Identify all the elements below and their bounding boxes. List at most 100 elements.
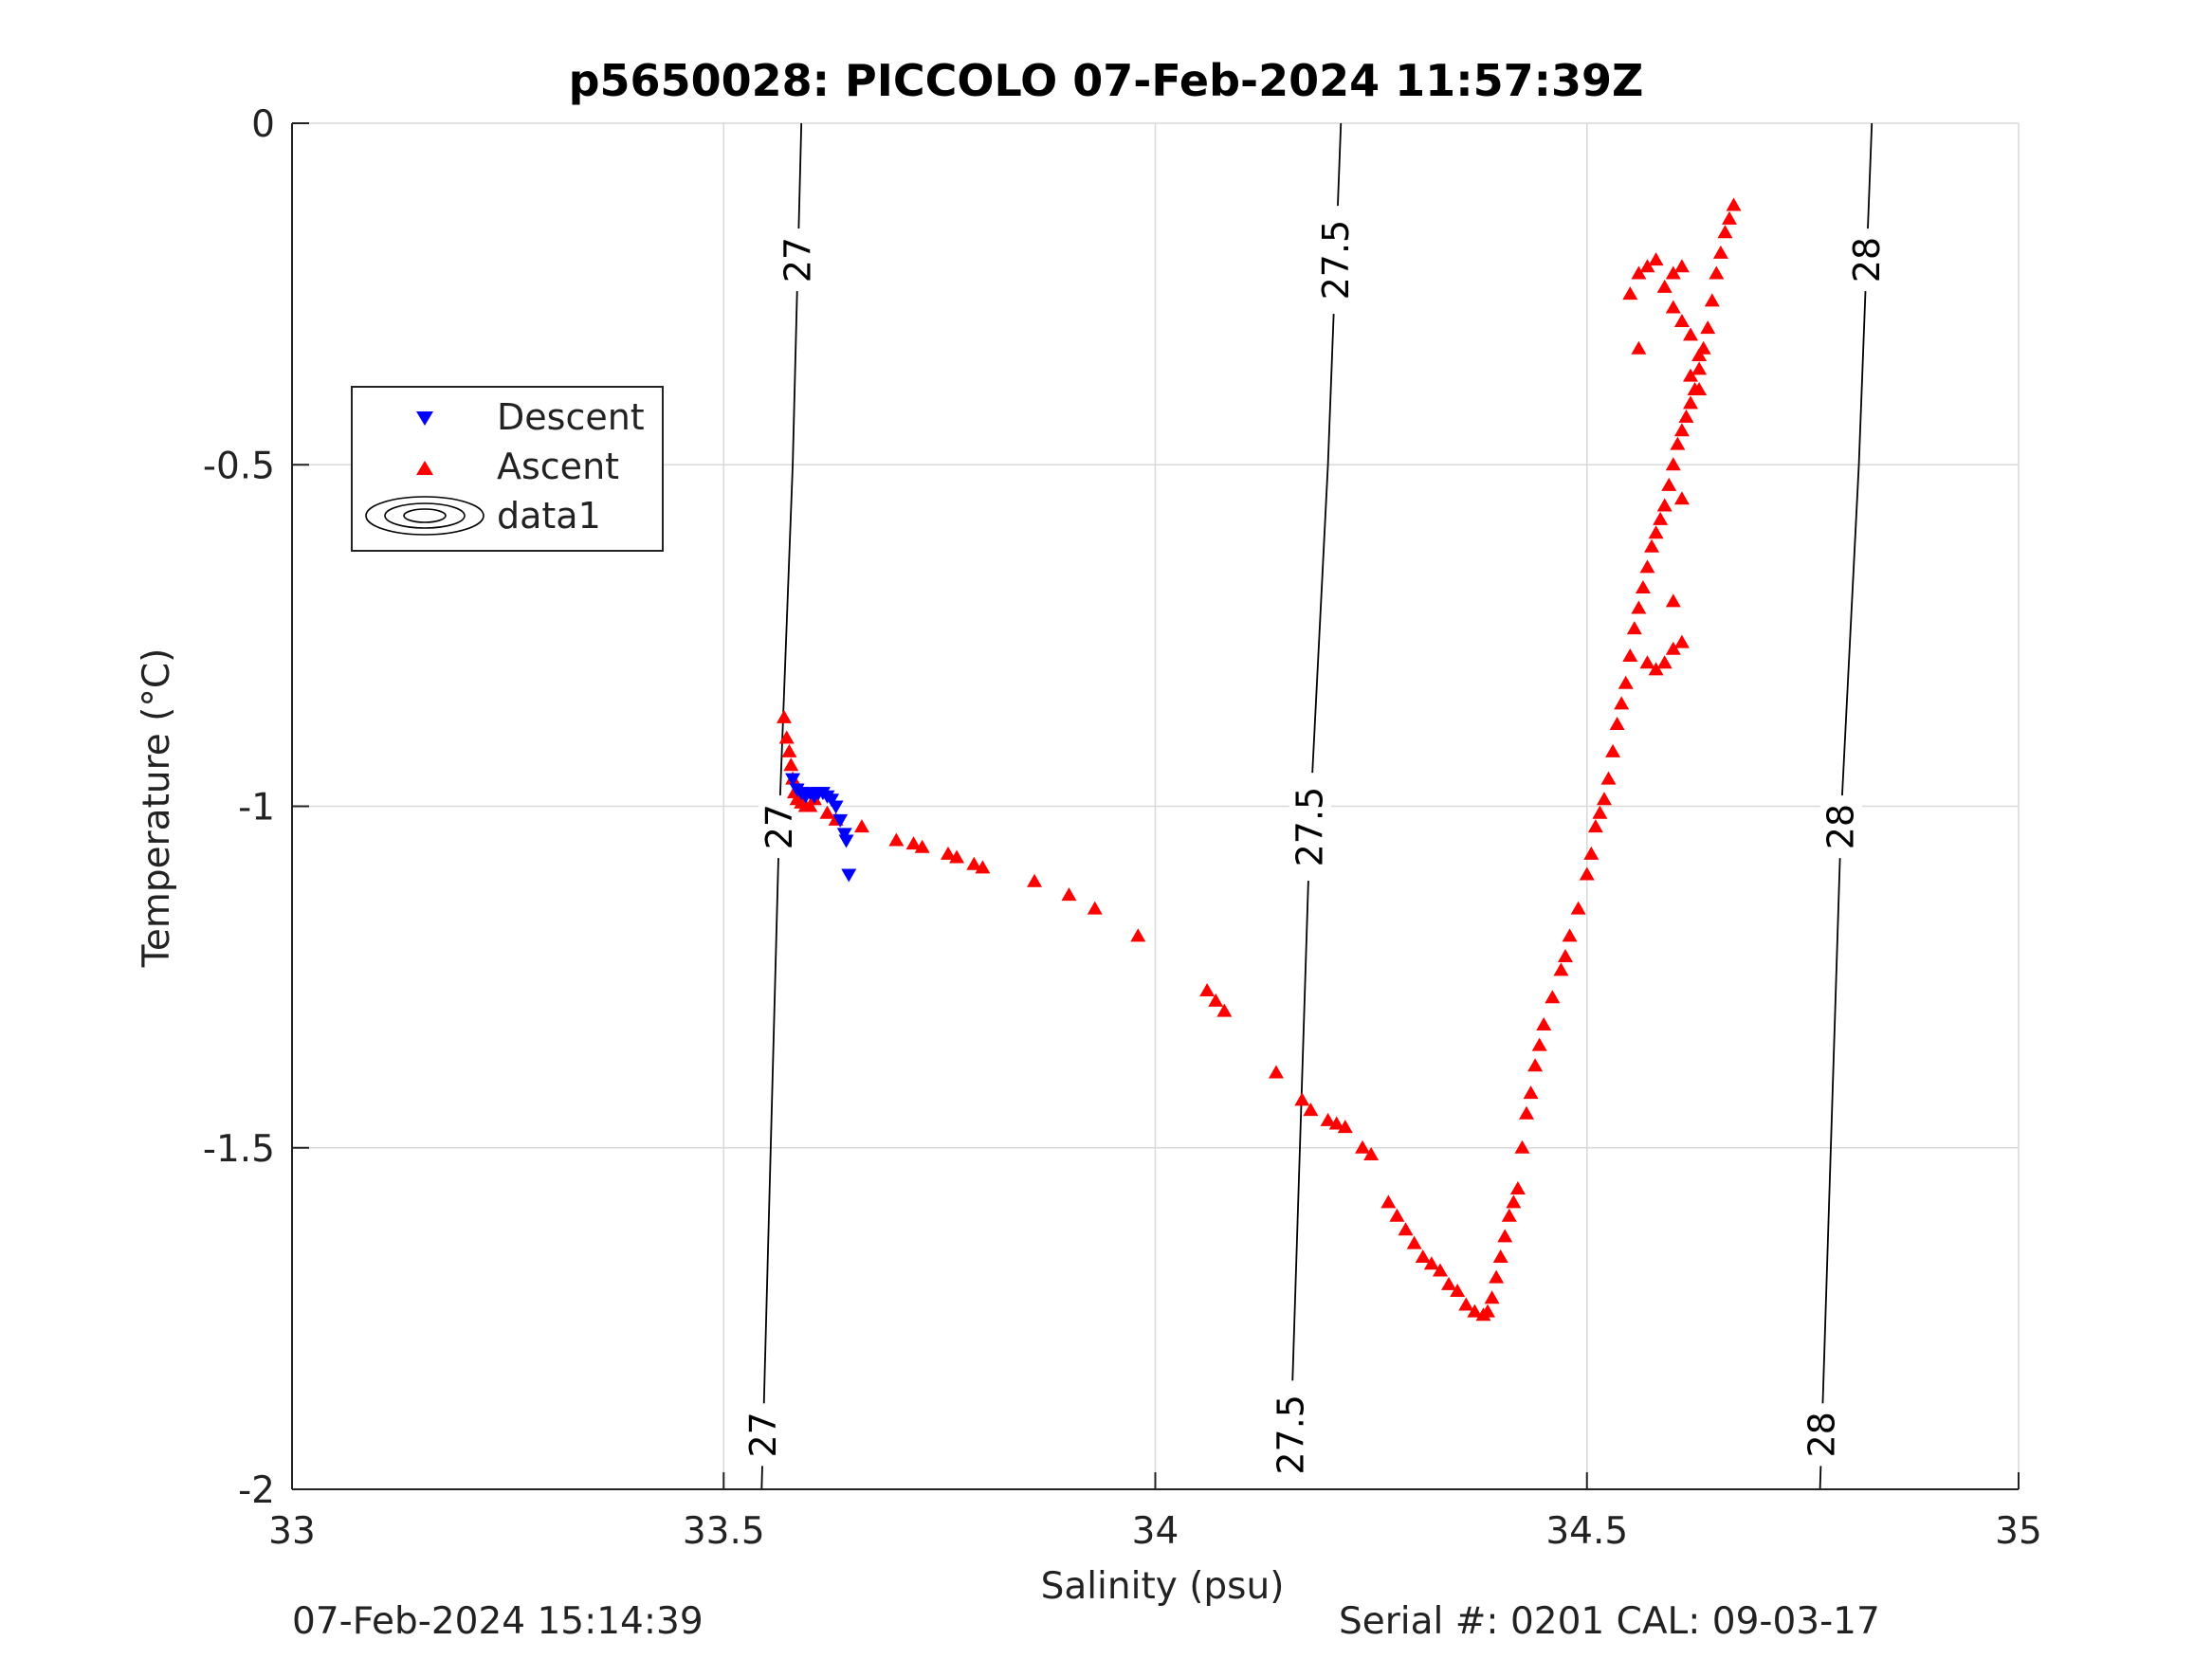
x-tick-label: 35	[1995, 1510, 2042, 1553]
contour-label-bg	[1845, 228, 1888, 292]
ascent-point	[1639, 559, 1655, 574]
descent-point	[832, 813, 849, 828]
ascent-point	[1320, 1112, 1336, 1126]
legend-data1-label: data1	[497, 495, 601, 537]
ascent-point	[1027, 873, 1043, 887]
ascent-point	[1673, 491, 1690, 505]
y-tick-label: -0.5	[203, 445, 275, 487]
contour-label: 28	[1820, 804, 1862, 849]
contour-label: 27.5	[1289, 787, 1331, 867]
ascent-point	[802, 798, 818, 812]
ascent-point	[1406, 1235, 1422, 1249]
x-axis-label: Salinity (psu)	[1041, 1565, 1285, 1608]
ascent-point	[1691, 361, 1708, 375]
legend-contour-icon	[365, 496, 484, 536]
ascent-point	[975, 860, 991, 874]
ascent-point	[940, 846, 956, 860]
ascent-point	[1673, 259, 1690, 273]
ascent-point	[1423, 1256, 1439, 1270]
x-tick-labels: 33 33.5 34 34.5 35	[268, 1510, 2042, 1553]
ascent-point	[1622, 647, 1638, 662]
ascent-point	[1509, 1180, 1526, 1194]
ascent-point	[1587, 819, 1603, 833]
ascent-point	[781, 743, 797, 757]
ascent-series	[776, 197, 1742, 1322]
contour-label-bg	[1270, 1380, 1312, 1489]
footer-serial-cal: Serial #: 0201 CAL: 09-03-17	[1339, 1600, 1880, 1643]
ascent-point	[1639, 259, 1655, 273]
ascent-point	[1609, 717, 1625, 731]
ascent-point	[1673, 423, 1690, 437]
ascent-point	[1398, 1222, 1414, 1236]
contour-label-bg	[1289, 773, 1331, 882]
ascent-point	[1557, 949, 1573, 963]
ascent-point	[1484, 1290, 1500, 1304]
ascent-point	[1656, 498, 1673, 512]
ascent-point	[905, 836, 922, 850]
ascent-point	[776, 709, 792, 723]
ascent-point	[1592, 805, 1608, 819]
ascent-point	[1635, 579, 1651, 593]
ascent-point	[1631, 600, 1647, 614]
ascent-point	[1268, 1065, 1284, 1079]
ascent-point	[1691, 347, 1708, 361]
ascent-point	[1717, 225, 1733, 239]
ascent-point	[1691, 381, 1708, 395]
ascent-point	[1441, 1276, 1457, 1290]
ascent-point	[1553, 962, 1569, 976]
ascent-point	[1700, 320, 1716, 335]
ascent-point	[1626, 621, 1642, 635]
ascent-point	[1492, 1249, 1508, 1264]
contour-label: 28	[1801, 1412, 1842, 1457]
contour-line	[760, 123, 803, 1489]
ascent-point	[1665, 641, 1681, 655]
ascent-point	[1527, 1058, 1544, 1072]
ascent-point	[1562, 928, 1578, 942]
y-tick-label: -1	[238, 787, 275, 830]
ascent-point	[1415, 1249, 1431, 1264]
ascent-point	[1665, 300, 1681, 314]
ascent-point	[1497, 1229, 1513, 1243]
ascent-point	[1328, 1116, 1344, 1130]
legend-descent-label: Descent	[497, 396, 645, 438]
ascent-point	[1665, 265, 1681, 280]
legend-box	[351, 386, 664, 552]
descent-point	[824, 793, 840, 808]
ascent-point	[1678, 409, 1694, 423]
ascent-point	[1709, 265, 1725, 280]
ascent-point	[1665, 593, 1681, 608]
ascent-point	[1648, 252, 1664, 266]
ascent-point	[819, 805, 835, 819]
ascent-point	[1489, 1269, 1505, 1284]
ascent-point	[783, 757, 799, 772]
grid	[291, 122, 2020, 1490]
ascent-point	[778, 730, 795, 744]
legend-descent-marker	[416, 411, 433, 426]
descent-series	[785, 773, 857, 883]
ascent-point	[1519, 1105, 1535, 1120]
contour-label-bg	[758, 795, 800, 859]
ascent-point	[966, 856, 982, 870]
ascent-point	[1506, 1194, 1522, 1209]
ascent-point	[1216, 1003, 1233, 1017]
ascent-point	[1631, 340, 1647, 355]
contour-label-bg	[777, 228, 819, 292]
ascent-point	[1579, 866, 1595, 881]
ascent-point	[1480, 1304, 1496, 1318]
x-tick-label: 33.5	[683, 1510, 765, 1553]
ascent-point	[1337, 1120, 1353, 1134]
ascent-point	[1501, 1208, 1517, 1222]
ascent-point	[1665, 457, 1681, 471]
x-tick-label: 34.5	[1545, 1510, 1628, 1553]
x-tick-label: 33	[268, 1510, 316, 1553]
axes	[291, 122, 2020, 1490]
ascent-point	[1545, 990, 1561, 1004]
descent-point	[838, 834, 854, 848]
ascent-point	[1656, 655, 1673, 669]
ascent-point	[1600, 771, 1617, 785]
ascent-point	[1570, 901, 1586, 915]
contour-label: 27	[777, 237, 819, 283]
ascent-point	[1712, 245, 1728, 259]
ascent-point	[1303, 1103, 1319, 1117]
contour-line	[1819, 123, 1874, 1489]
